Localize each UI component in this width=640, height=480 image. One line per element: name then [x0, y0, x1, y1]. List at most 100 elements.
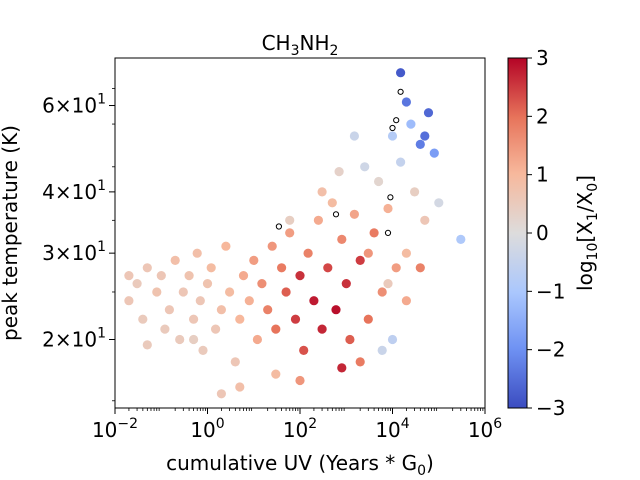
scatter-point	[252, 334, 262, 345]
colorbar	[507, 57, 528, 409]
scatter-point	[349, 209, 359, 219]
scatter-point	[401, 97, 411, 107]
scatter-point	[349, 131, 359, 141]
scatter-point	[175, 334, 185, 345]
scatter-point	[337, 234, 347, 244]
scatter-point	[235, 382, 245, 392]
scatter-point	[189, 334, 199, 345]
scatter-point	[387, 334, 398, 345]
scatter-point	[337, 363, 347, 373]
x-tick-label: 100	[190, 416, 224, 442]
scatter-point	[363, 314, 373, 324]
scatter-point	[377, 287, 387, 297]
scatter-point	[138, 314, 148, 324]
scatter-point	[225, 287, 235, 297]
scatter-point	[267, 241, 277, 251]
scatter-point	[124, 271, 134, 281]
scatter-point	[420, 131, 430, 141]
scatter-point	[285, 215, 295, 225]
scatter-point	[221, 241, 231, 251]
scatter-point	[216, 389, 226, 399]
scatter-point	[238, 271, 249, 281]
x-tick-label: 106	[468, 416, 502, 442]
scatter-point	[235, 314, 245, 324]
scatter-point-open	[384, 229, 392, 236]
scatter-point-open	[397, 88, 404, 95]
scatter-point	[178, 287, 188, 297]
scatter-point	[355, 255, 365, 265]
scatter-point	[415, 139, 425, 149]
scatter-point	[401, 248, 411, 258]
scatter-point	[355, 357, 365, 367]
colorbar-tick-label: −3	[536, 396, 565, 420]
scatter-point	[244, 296, 254, 306]
scatter-point	[317, 187, 327, 197]
scatter-point	[434, 198, 444, 208]
scatter-point	[401, 296, 411, 306]
scatter-point	[383, 203, 393, 214]
scatter-point	[211, 324, 221, 334]
y-tick-label: 2×101	[42, 326, 106, 352]
scatter-point	[295, 271, 305, 281]
x-tick-label: 10−2	[92, 416, 138, 442]
scatter-point	[374, 176, 384, 187]
scatter-point	[156, 271, 166, 281]
scatter-point	[396, 157, 406, 167]
scatter-point	[410, 187, 420, 197]
scatter-point	[160, 324, 170, 334]
scatter-point	[230, 357, 240, 367]
colorbar-label: log10[X1/X0]	[573, 175, 601, 291]
colorbar-tick-label: 1	[536, 163, 549, 187]
x-tick-label: 104	[375, 416, 409, 442]
scatter-point	[277, 263, 287, 273]
scatter-point	[249, 255, 259, 265]
y-tick-label: 4×101	[42, 178, 106, 204]
scatter-point	[360, 162, 370, 172]
scatter-point	[327, 198, 337, 208]
scatter-point	[303, 248, 313, 258]
scatter-point	[290, 314, 301, 324]
y-tick-label: 3×101	[42, 239, 106, 265]
colorbar-tick-label: 3	[536, 46, 549, 70]
scatter-point-open	[332, 211, 340, 218]
scatter-point	[189, 314, 199, 324]
scatter-point	[124, 296, 134, 306]
x-axis-label: cumulative UV (Years * G0)	[166, 451, 434, 479]
scatter-point	[281, 287, 291, 297]
scatter-point	[423, 108, 434, 118]
scatter-point	[331, 305, 341, 315]
scatter-point	[192, 248, 202, 258]
axes: 10−2 100 102 104 106 2×101 3×101 4×101 6×101	[42, 88, 502, 442]
scatter-point	[271, 324, 281, 334]
scatter-point-open	[387, 194, 394, 201]
colorbar-ticks: 3 2 1 0 −1 −2 −3	[527, 46, 565, 420]
scatter-point	[317, 324, 327, 334]
scatter-point	[391, 263, 401, 273]
scatter-point	[456, 234, 466, 244]
scatter-points	[124, 68, 466, 399]
colorbar-tick-label: −2	[536, 338, 565, 362]
scatter-point	[257, 279, 267, 289]
y-tick-label: 6×101	[42, 92, 106, 118]
scatter-point-open	[389, 124, 396, 132]
x-tick-label: 102	[283, 416, 317, 442]
scatter-point	[313, 215, 323, 225]
scatter-point	[345, 334, 355, 345]
scatter-point	[415, 263, 425, 273]
scatter-point	[299, 345, 309, 355]
scatter-point	[263, 305, 273, 315]
scatter-point	[206, 263, 216, 273]
scatter-point	[387, 131, 398, 141]
scatter-point	[420, 215, 430, 225]
scatter-point	[295, 375, 305, 386]
scatter-point	[309, 296, 319, 306]
chart-title: CH3NH2	[262, 31, 339, 59]
scatter-point	[271, 369, 281, 379]
scatter-point	[184, 271, 194, 281]
scatter-point	[406, 119, 416, 129]
scatter-point	[341, 279, 351, 289]
colorbar-tick-label: −1	[536, 279, 565, 303]
scatter-point	[363, 248, 373, 258]
scatter-point	[369, 228, 379, 238]
